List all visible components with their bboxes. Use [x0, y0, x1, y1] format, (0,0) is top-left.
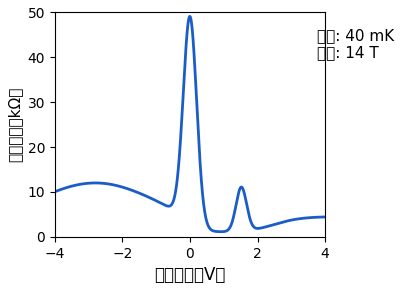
X-axis label: 制御電圧（V）: 制御電圧（V）	[154, 266, 226, 284]
Text: 温度: 40 mK
磁場: 14 T: 温度: 40 mK 磁場: 14 T	[317, 28, 394, 61]
Y-axis label: 電気抗抗（kΩ）: 電気抗抗（kΩ）	[7, 87, 22, 162]
